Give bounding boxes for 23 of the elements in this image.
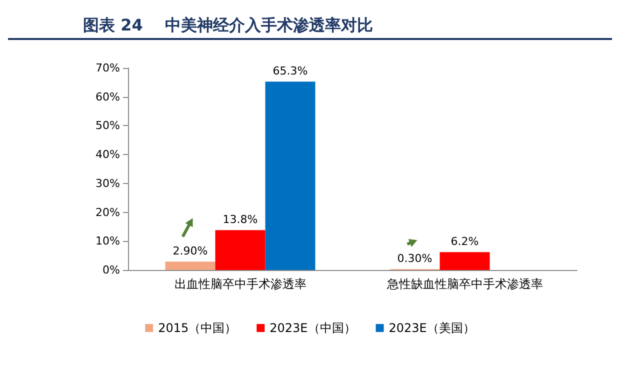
y-tick-label: 60% (96, 90, 120, 104)
y-tick-label: 70% (96, 62, 120, 74)
y-tick-label: 40% (96, 148, 120, 162)
bar (440, 252, 490, 270)
y-tick-label: 10% (96, 234, 120, 248)
y-tick-label: 30% (96, 176, 120, 190)
legend-label: 2015（中国） (158, 321, 237, 335)
data-label: 2.90% (172, 244, 208, 258)
data-label: 0.30% (397, 252, 432, 266)
y-tick-label: 20% (96, 206, 120, 219)
legend-label: 2023E（中国） (270, 321, 356, 335)
data-label: 65.3% (272, 64, 308, 78)
x-tick-label: 出血性脑卒中手术渗透率 (174, 277, 306, 291)
bar (165, 262, 216, 270)
legend-label: 2023E（美国） (388, 321, 475, 335)
data-label: 13.8% (222, 213, 258, 226)
chart-title: 图表 24 中美神经介入手术渗透率对比 (83, 16, 374, 34)
bar (215, 230, 266, 270)
bar (265, 82, 316, 270)
y-tick-label: 50% (96, 119, 120, 132)
x-tick-label: 急性缺血性脑卒中手术渗透率 (386, 277, 543, 291)
data-label: 6.2% (450, 235, 479, 248)
y-tick-label: 0% (102, 264, 120, 276)
